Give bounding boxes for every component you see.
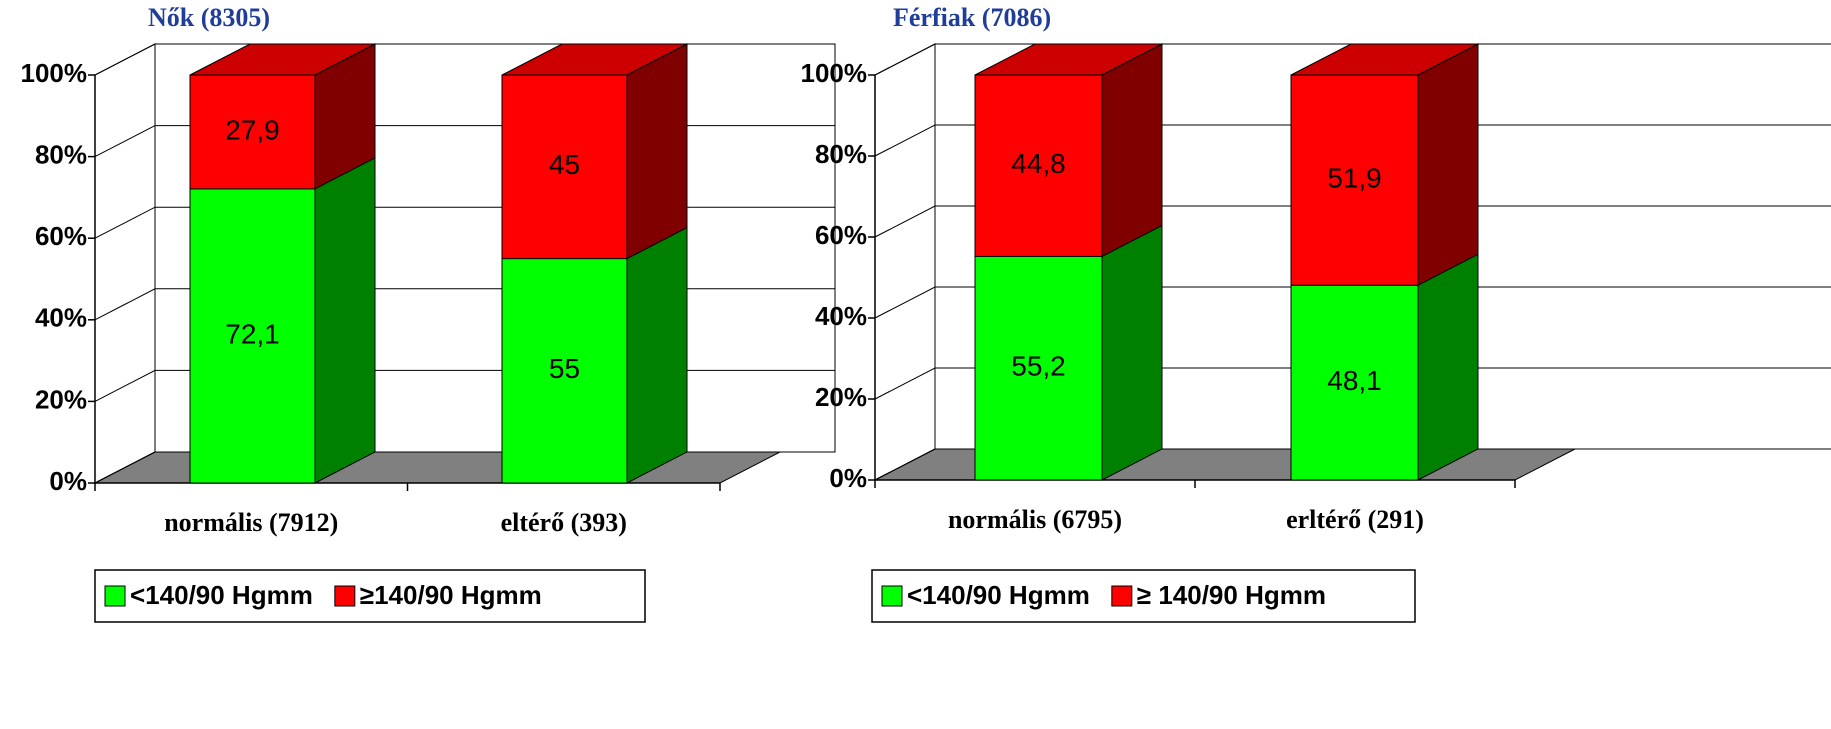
value-label: 45 bbox=[549, 149, 580, 180]
side-wall bbox=[874, 43, 936, 481]
legend-swatch bbox=[1111, 585, 1133, 607]
value-label: 55,2 bbox=[1011, 351, 1066, 382]
side-wall bbox=[94, 43, 156, 484]
bar-front bbox=[1290, 74, 1419, 286]
value-label: 27,9 bbox=[225, 114, 280, 145]
y-tick-label: 80% bbox=[35, 139, 87, 169]
grid-line bbox=[874, 124, 1831, 157]
legend-swatch bbox=[104, 585, 126, 607]
grid-line bbox=[874, 205, 1831, 238]
y-tick-label: 60% bbox=[35, 221, 87, 251]
grid-line bbox=[874, 286, 1831, 319]
bar-top bbox=[974, 43, 1163, 76]
grid-line bbox=[874, 367, 1831, 400]
legend-box bbox=[94, 569, 646, 623]
bar-side bbox=[1417, 43, 1479, 287]
bar-top bbox=[501, 43, 688, 76]
bar-top bbox=[189, 43, 376, 76]
bar-side bbox=[314, 157, 376, 484]
x-tick-label: normális (6795) bbox=[948, 505, 1122, 534]
bar-front bbox=[501, 74, 628, 260]
legend-label: <140/90 Hgmm bbox=[130, 580, 313, 610]
y-tick-label: 0% bbox=[829, 463, 867, 493]
bar-side bbox=[626, 43, 688, 260]
y-tick-label: 80% bbox=[815, 139, 867, 169]
x-tick-label: normális (7912) bbox=[164, 508, 338, 537]
legend-label: <140/90 Hgmm bbox=[907, 580, 1090, 610]
value-label: 72,1 bbox=[225, 318, 280, 349]
bar-front bbox=[1290, 284, 1419, 481]
value-label: 55 bbox=[549, 353, 580, 384]
legend-swatch bbox=[334, 585, 356, 607]
bar-front bbox=[189, 74, 316, 190]
y-tick-label: 20% bbox=[35, 384, 87, 414]
legend-label: ≥140/90 Hgmm bbox=[360, 580, 542, 610]
legend-box bbox=[871, 569, 1416, 623]
value-label: 48,1 bbox=[1327, 365, 1382, 396]
bar-front bbox=[974, 74, 1103, 257]
y-tick-label: 100% bbox=[21, 58, 88, 88]
bar-top bbox=[1290, 43, 1479, 76]
legend-label: ≥ 140/90 Hgmm bbox=[1137, 580, 1326, 610]
chart-title: Nők (8305) bbox=[148, 3, 270, 32]
y-tick-label: 20% bbox=[815, 382, 867, 412]
y-tick-label: 60% bbox=[815, 220, 867, 250]
y-tick-label: 40% bbox=[815, 301, 867, 331]
value-label: 44,8 bbox=[1011, 148, 1066, 179]
y-tick-label: 0% bbox=[49, 466, 87, 496]
bar-front bbox=[974, 255, 1103, 481]
bar-side bbox=[1417, 253, 1479, 481]
y-tick-label: 100% bbox=[801, 58, 868, 88]
grid-line bbox=[874, 43, 1831, 76]
bar-front bbox=[189, 188, 316, 484]
x-tick-label: eltérő (393) bbox=[501, 508, 627, 537]
bar-side bbox=[1101, 43, 1163, 258]
grid-line bbox=[874, 448, 1831, 481]
legend-swatch bbox=[881, 585, 903, 607]
bar-side bbox=[1101, 224, 1163, 481]
bar-side bbox=[626, 226, 688, 484]
value-label: 51,9 bbox=[1327, 162, 1382, 193]
y-tick-label: 40% bbox=[35, 303, 87, 333]
chart-title: Férfiak (7086) bbox=[893, 3, 1051, 32]
x-tick-label: erltérő (291) bbox=[1286, 505, 1424, 534]
bar-front bbox=[501, 258, 628, 484]
